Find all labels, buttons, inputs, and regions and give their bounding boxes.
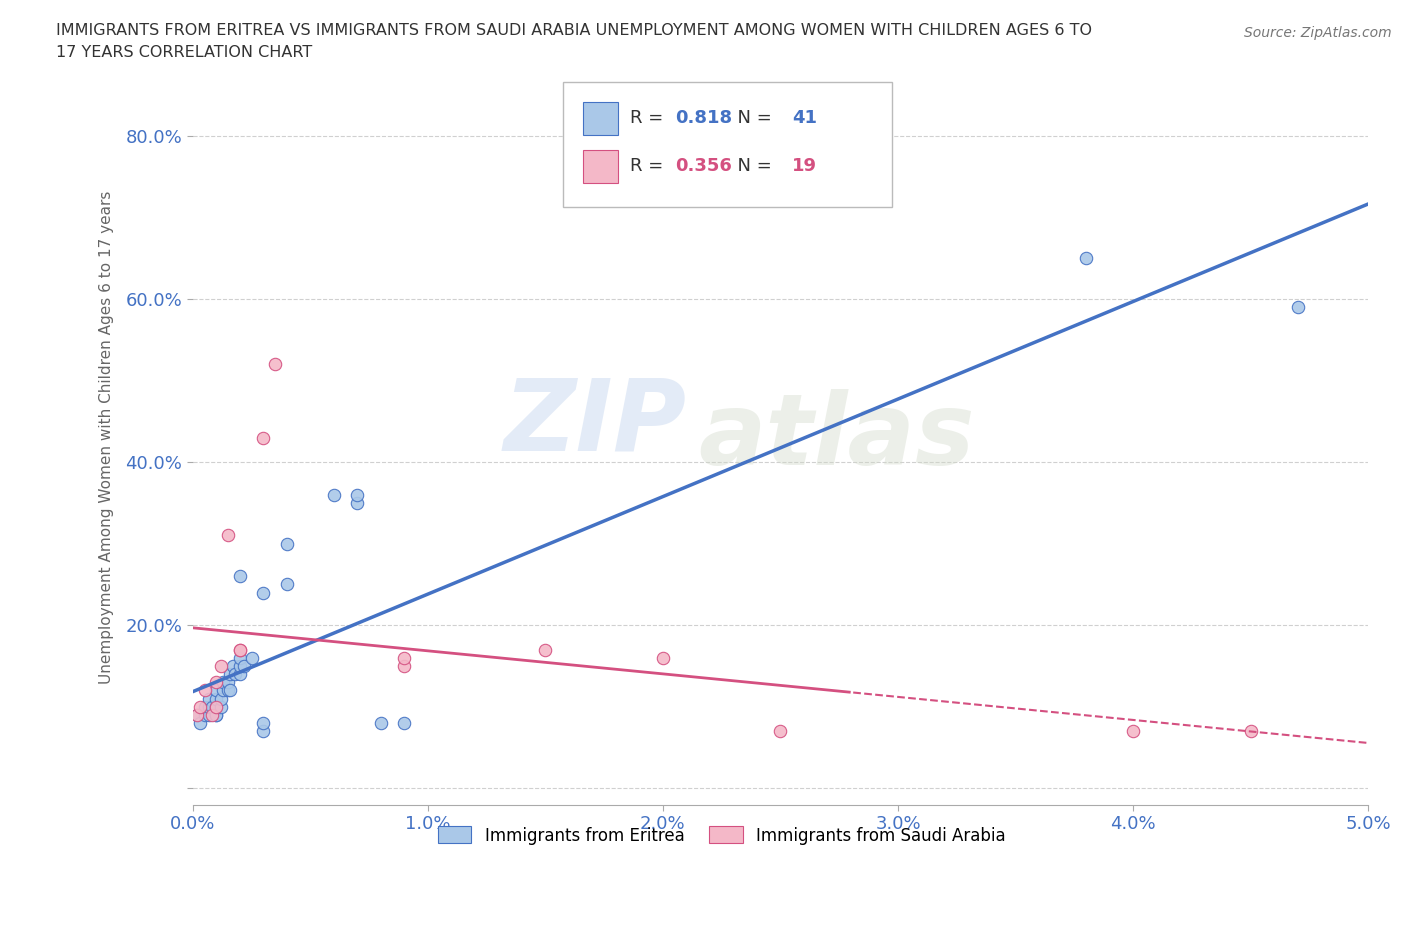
Point <box>252 724 274 738</box>
Point <box>394 715 416 730</box>
Point <box>193 708 215 723</box>
Point <box>186 708 208 723</box>
Text: 0.356: 0.356 <box>675 157 731 175</box>
Point <box>229 643 252 658</box>
Point <box>198 691 221 706</box>
Text: 19: 19 <box>792 157 817 175</box>
Text: N =: N = <box>727 157 778 175</box>
Point <box>205 708 228 723</box>
Point <box>229 650 252 665</box>
Point <box>769 724 792 738</box>
Point <box>200 699 222 714</box>
Point <box>217 528 239 543</box>
Text: Source: ZipAtlas.com: Source: ZipAtlas.com <box>1244 26 1392 40</box>
Point <box>229 643 252 658</box>
Point <box>222 658 245 673</box>
Point <box>252 431 274 445</box>
Point <box>205 683 228 698</box>
Point <box>229 667 252 682</box>
Point <box>346 487 368 502</box>
Point <box>233 658 256 673</box>
Point <box>209 699 232 714</box>
Point <box>205 699 228 714</box>
Text: ZIP: ZIP <box>503 375 686 472</box>
Point <box>217 675 239 690</box>
Point <box>240 650 263 665</box>
Point <box>652 650 675 665</box>
Point <box>198 708 221 723</box>
Point <box>219 667 242 682</box>
Point <box>205 699 228 714</box>
FancyBboxPatch shape <box>562 82 893 206</box>
Point <box>276 577 298 591</box>
Point <box>1240 724 1263 738</box>
Text: IMMIGRANTS FROM ERITREA VS IMMIGRANTS FROM SAUDI ARABIA UNEMPLOYMENT AMONG WOMEN: IMMIGRANTS FROM ERITREA VS IMMIGRANTS FR… <box>56 23 1092 38</box>
Point <box>188 699 211 714</box>
Point <box>224 667 246 682</box>
Point <box>252 715 274 730</box>
Point <box>229 569 252 584</box>
Text: R =: R = <box>630 157 669 175</box>
Point <box>322 487 344 502</box>
Point <box>370 715 392 730</box>
Point <box>205 708 228 723</box>
Point <box>193 683 215 698</box>
Point <box>217 683 239 698</box>
Text: 41: 41 <box>792 110 817 127</box>
Point <box>394 658 416 673</box>
Y-axis label: Unemployment Among Women with Children Ages 6 to 17 years: Unemployment Among Women with Children A… <box>100 191 114 684</box>
Point <box>1074 251 1097 266</box>
Text: R =: R = <box>630 110 669 127</box>
Text: atlas: atlas <box>699 389 974 486</box>
Point <box>188 715 211 730</box>
Point <box>193 699 215 714</box>
Point <box>1286 299 1309 314</box>
Point <box>346 496 368 511</box>
Point <box>209 658 232 673</box>
Text: 17 YEARS CORRELATION CHART: 17 YEARS CORRELATION CHART <box>56 45 312 60</box>
Point <box>264 357 287 372</box>
Point <box>209 691 232 706</box>
Point <box>198 699 221 714</box>
Point <box>212 683 235 698</box>
Point <box>200 708 222 723</box>
Text: 0.818: 0.818 <box>675 110 731 127</box>
Point <box>205 691 228 706</box>
Point <box>212 675 235 690</box>
Legend: Immigrants from Eritrea, Immigrants from Saudi Arabia: Immigrants from Eritrea, Immigrants from… <box>432 819 1012 851</box>
FancyBboxPatch shape <box>583 150 619 182</box>
Point <box>1122 724 1144 738</box>
Point <box>205 675 228 690</box>
Point <box>394 650 416 665</box>
Point <box>276 537 298 551</box>
Point <box>252 585 274 600</box>
FancyBboxPatch shape <box>583 102 619 135</box>
Point <box>186 708 208 723</box>
Point <box>229 658 252 673</box>
Point <box>219 683 242 698</box>
Text: N =: N = <box>727 110 778 127</box>
Point <box>534 643 557 658</box>
